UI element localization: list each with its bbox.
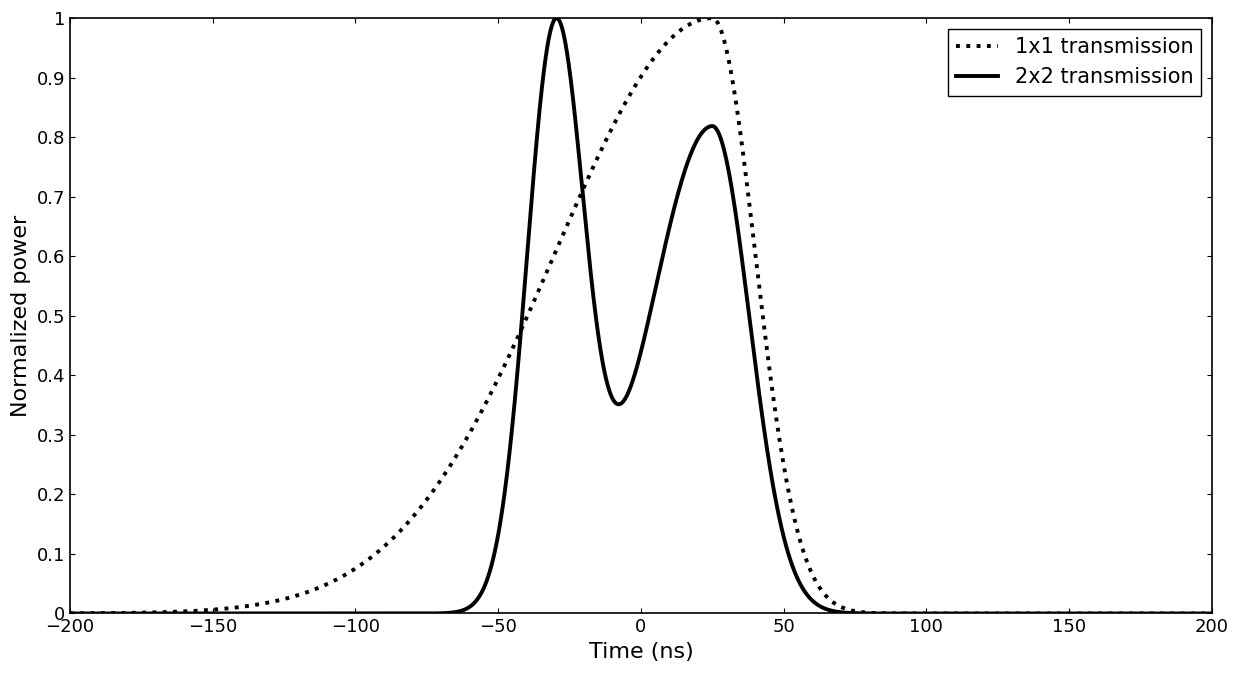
X-axis label: Time (ns): Time (ns) bbox=[589, 642, 693, 662]
2x2 transmission bbox=[1204, 610, 1219, 618]
2x2 transmission bbox=[1145, 610, 1159, 618]
Line: 1x1 transmission: 1x1 transmission bbox=[69, 18, 1211, 614]
Legend: 1x1 transmission, 2x2 transmission: 1x1 transmission, 2x2 transmission bbox=[947, 28, 1202, 96]
1x1 transmission bbox=[286, 592, 301, 600]
Line: 2x2 transmission: 2x2 transmission bbox=[69, 18, 1211, 614]
2x2 transmission bbox=[131, 610, 146, 618]
1x1 transmission bbox=[1145, 610, 1159, 618]
2x2 transmission bbox=[110, 610, 125, 618]
1x1 transmission bbox=[131, 608, 146, 616]
1x1 transmission bbox=[621, 94, 636, 102]
1x1 transmission bbox=[68, 609, 83, 617]
2x2 transmission bbox=[62, 610, 77, 618]
2x2 transmission bbox=[68, 610, 83, 618]
2x2 transmission bbox=[286, 610, 301, 618]
2x2 transmission bbox=[549, 14, 564, 22]
1x1 transmission bbox=[62, 609, 77, 617]
Y-axis label: Normalized power: Normalized power bbox=[11, 215, 31, 417]
2x2 transmission bbox=[621, 388, 636, 396]
1x1 transmission bbox=[1204, 610, 1219, 618]
1x1 transmission bbox=[110, 609, 125, 617]
1x1 transmission bbox=[704, 14, 719, 22]
